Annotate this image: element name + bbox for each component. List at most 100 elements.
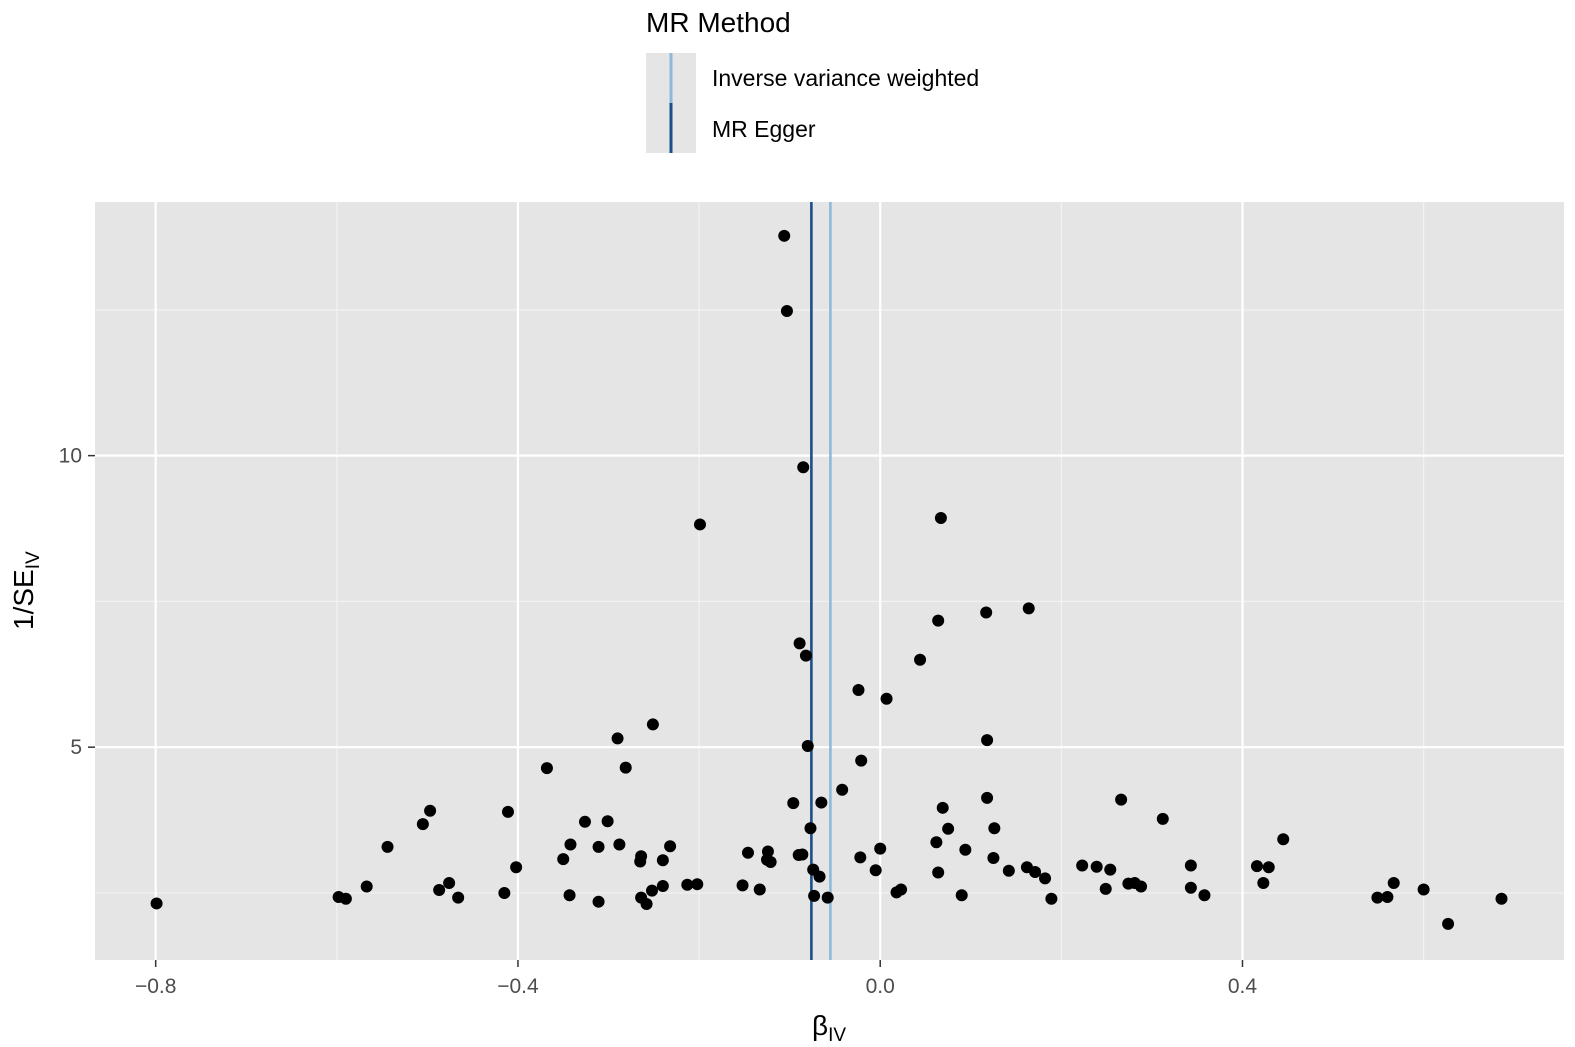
data-point bbox=[1090, 860, 1103, 873]
data-point bbox=[808, 889, 821, 902]
data-point bbox=[1495, 892, 1508, 905]
legend-label-ivw: Inverse variance weighted bbox=[712, 65, 979, 91]
data-point bbox=[691, 878, 704, 891]
data-point bbox=[424, 804, 437, 817]
data-point bbox=[1076, 859, 1089, 872]
data-point bbox=[874, 842, 887, 855]
data-point bbox=[780, 305, 793, 318]
data-point bbox=[787, 797, 800, 810]
y-axis-title-main: 1/SE bbox=[8, 569, 39, 630]
data-point bbox=[433, 884, 446, 897]
data-point bbox=[564, 838, 577, 851]
data-point bbox=[932, 614, 945, 627]
data-point bbox=[753, 883, 766, 896]
data-point bbox=[592, 840, 605, 853]
x-tick-label: −0.4 bbox=[497, 975, 539, 998]
x-axis-title-subscript: IV bbox=[828, 1025, 846, 1046]
data-point bbox=[793, 637, 806, 650]
data-point bbox=[815, 796, 828, 809]
data-point bbox=[656, 879, 669, 892]
data-point bbox=[1115, 793, 1128, 806]
data-point bbox=[540, 762, 553, 775]
data-point bbox=[741, 846, 754, 859]
data-point bbox=[1198, 889, 1211, 902]
data-point bbox=[955, 889, 968, 902]
data-point bbox=[601, 815, 614, 828]
data-point bbox=[801, 740, 814, 753]
data-point bbox=[646, 718, 659, 731]
data-point bbox=[1381, 891, 1394, 904]
data-point bbox=[980, 606, 993, 619]
data-point bbox=[981, 791, 994, 804]
data-point bbox=[736, 879, 749, 892]
legend-title: MR Method bbox=[646, 7, 791, 38]
data-point bbox=[987, 851, 1000, 864]
data-point bbox=[1022, 602, 1035, 615]
x-axis: −0.8 −0.4 0.0 0.4 bbox=[135, 960, 1257, 998]
x-tick-label: 0.4 bbox=[1228, 975, 1258, 998]
data-point bbox=[988, 822, 1001, 835]
data-point bbox=[1184, 859, 1197, 872]
data-point bbox=[656, 854, 669, 867]
data-point bbox=[619, 761, 632, 774]
data-point bbox=[1250, 860, 1263, 873]
data-point bbox=[934, 512, 947, 525]
data-point bbox=[640, 898, 653, 911]
data-point bbox=[592, 895, 605, 908]
data-point bbox=[1135, 880, 1148, 893]
data-point bbox=[634, 855, 647, 868]
data-point bbox=[416, 818, 429, 831]
x-axis-title-main: β bbox=[812, 1010, 828, 1041]
data-point bbox=[563, 889, 576, 902]
data-point bbox=[1257, 877, 1270, 890]
data-point bbox=[930, 836, 943, 849]
data-point bbox=[852, 684, 865, 697]
data-point bbox=[836, 783, 849, 796]
data-point bbox=[443, 877, 456, 890]
data-point bbox=[693, 518, 706, 531]
data-point bbox=[1002, 864, 1015, 877]
data-point bbox=[813, 870, 826, 883]
data-point bbox=[360, 880, 373, 893]
data-point bbox=[1371, 891, 1384, 904]
data-point bbox=[681, 878, 694, 891]
data-point bbox=[981, 734, 994, 747]
data-point bbox=[895, 883, 908, 896]
data-point bbox=[557, 853, 570, 866]
data-point bbox=[1104, 863, 1117, 876]
data-point bbox=[796, 848, 809, 861]
data-point bbox=[452, 891, 465, 904]
data-point bbox=[942, 822, 955, 835]
x-tick-label: −0.8 bbox=[135, 975, 176, 998]
x-axis-title: βIV bbox=[812, 1010, 846, 1046]
data-point bbox=[1387, 877, 1400, 890]
data-point bbox=[1099, 882, 1112, 895]
data-point bbox=[664, 840, 677, 853]
legend: MR Method Inverse variance weighted MR E… bbox=[646, 7, 979, 153]
data-point bbox=[854, 851, 867, 864]
data-point bbox=[1045, 892, 1058, 905]
data-point bbox=[821, 891, 834, 904]
data-point bbox=[1277, 833, 1290, 846]
y-axis-title: 1/SEIV bbox=[8, 551, 44, 630]
y-axis-title-subscript: IV bbox=[23, 551, 44, 569]
data-point bbox=[855, 754, 868, 767]
data-point bbox=[645, 884, 658, 897]
data-point bbox=[1262, 861, 1275, 874]
data-point bbox=[932, 866, 945, 879]
data-point bbox=[797, 461, 810, 474]
data-point bbox=[764, 856, 777, 869]
data-points bbox=[150, 229, 1508, 930]
data-point bbox=[578, 815, 591, 828]
data-point bbox=[936, 801, 949, 814]
data-point bbox=[778, 229, 791, 242]
data-point bbox=[1039, 872, 1052, 885]
data-point bbox=[510, 861, 523, 874]
y-tick-label: 10 bbox=[59, 445, 82, 468]
data-point bbox=[880, 692, 893, 705]
data-point bbox=[869, 864, 882, 877]
data-point bbox=[501, 805, 514, 818]
data-point bbox=[959, 843, 972, 856]
y-axis: 5 10 bbox=[59, 445, 95, 759]
